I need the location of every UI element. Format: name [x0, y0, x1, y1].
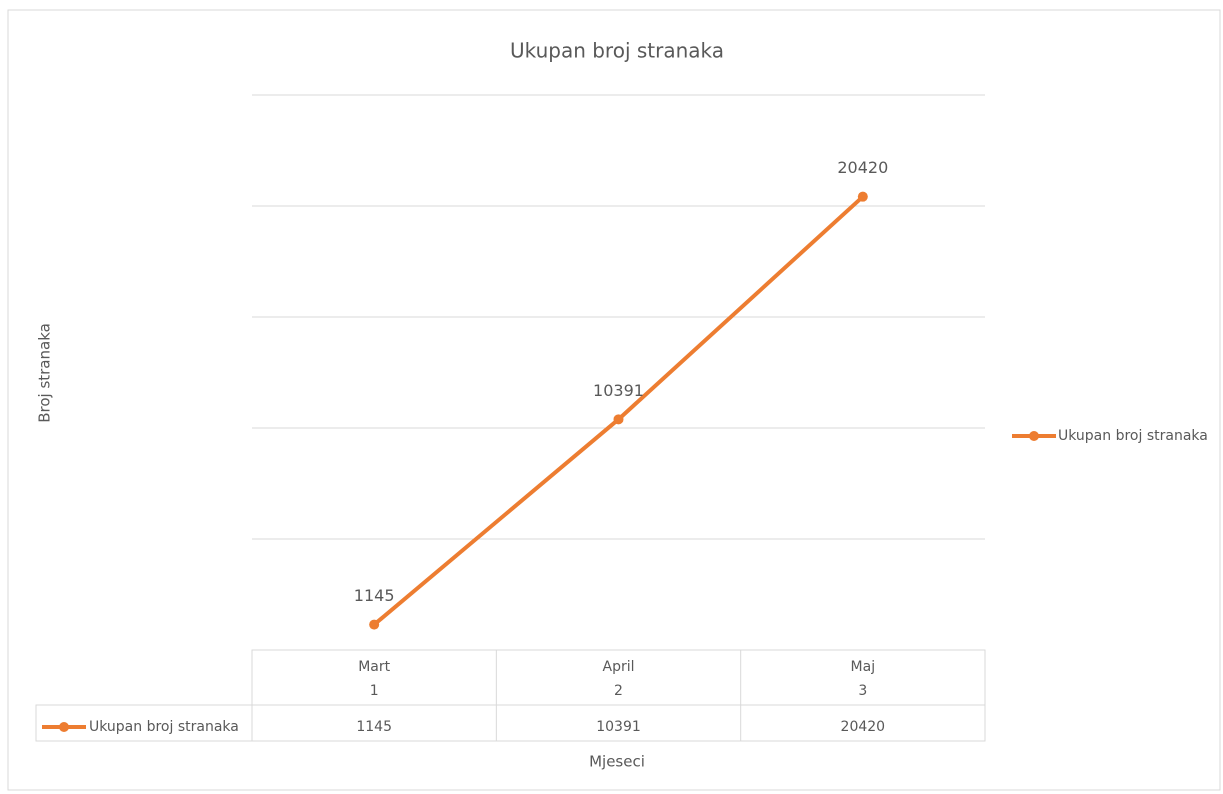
x-tick-sublabel: 1 [370, 683, 379, 699]
x-tick-sublabel: 3 [858, 683, 867, 699]
point [613, 414, 624, 425]
data-table-row [35, 704, 986, 742]
point [369, 619, 380, 630]
point [857, 191, 868, 202]
data-table-value: 1145 [356, 719, 392, 735]
legend-marker [1029, 431, 1039, 441]
data-table-value: 10391 [596, 719, 641, 735]
chart-title: Ukupan broj stranaka [510, 39, 724, 63]
x-axis-title: Mjeseci [589, 753, 645, 771]
x-tick-label: Mart [358, 659, 390, 675]
data-label: 20420 [837, 158, 888, 177]
data-table-value: 20420 [841, 719, 886, 735]
y-axis-title: Broj stranaka [36, 323, 54, 423]
x-tick-sublabel: 2 [614, 683, 623, 699]
chart-area [7, 9, 1221, 791]
data-table-series-name: Ukupan broj stranaka [89, 719, 239, 735]
data-label: 10391 [593, 381, 644, 400]
legend-marker [59, 722, 69, 732]
x-tick-label: Maj [851, 659, 876, 675]
legend-label: Ukupan broj stranaka [1058, 428, 1208, 444]
x-tick-label: April [603, 659, 635, 675]
data-label: 1145 [354, 586, 395, 605]
